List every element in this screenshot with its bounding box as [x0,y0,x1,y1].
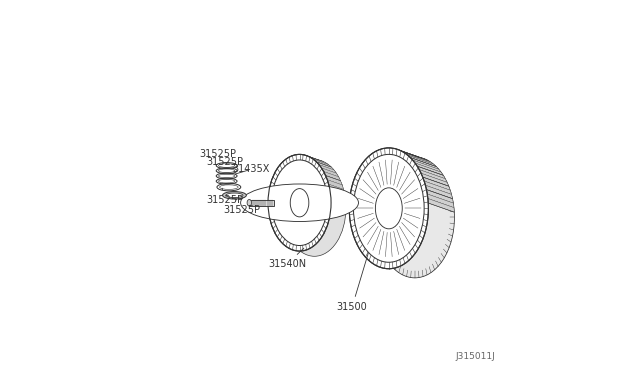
Text: J315011J: J315011J [455,352,495,361]
Polygon shape [316,162,334,170]
Ellipse shape [375,157,454,278]
Polygon shape [298,154,316,160]
Polygon shape [350,194,376,208]
Polygon shape [381,148,410,158]
Text: 31525P: 31525P [207,157,244,170]
Text: 31525P: 31525P [199,150,236,165]
Ellipse shape [226,193,243,198]
Polygon shape [305,155,323,161]
Polygon shape [424,181,451,195]
Polygon shape [289,156,307,163]
Polygon shape [292,155,310,161]
Polygon shape [394,148,422,158]
Polygon shape [428,199,454,212]
Polygon shape [350,190,377,203]
Polygon shape [372,151,401,162]
Ellipse shape [290,189,309,217]
Polygon shape [413,160,441,172]
Polygon shape [376,150,404,161]
Polygon shape [390,148,419,157]
Polygon shape [271,180,287,189]
Polygon shape [428,194,454,208]
Polygon shape [417,166,445,179]
Ellipse shape [349,148,428,269]
Text: 31500: 31500 [337,253,368,312]
Polygon shape [326,176,342,185]
Polygon shape [280,162,298,170]
Ellipse shape [268,154,331,251]
Polygon shape [402,151,431,162]
Polygon shape [275,168,292,177]
Polygon shape [426,185,452,199]
Polygon shape [396,149,425,159]
Polygon shape [353,177,381,190]
Polygon shape [301,154,319,160]
Ellipse shape [353,154,424,262]
Polygon shape [324,171,340,181]
Polygon shape [355,173,383,186]
Polygon shape [356,170,385,182]
Polygon shape [319,165,336,173]
Polygon shape [367,155,396,167]
Ellipse shape [283,160,346,256]
Polygon shape [283,160,300,167]
Polygon shape [419,170,447,182]
Text: 31525P: 31525P [223,198,260,215]
Polygon shape [285,157,303,165]
Polygon shape [310,157,328,165]
Polygon shape [426,190,453,203]
Polygon shape [295,154,313,160]
Polygon shape [363,160,391,172]
Ellipse shape [223,192,246,199]
Polygon shape [378,149,408,159]
Text: 31525P: 31525P [207,188,244,205]
Polygon shape [365,157,394,169]
Polygon shape [272,176,289,185]
Polygon shape [330,194,346,204]
Polygon shape [405,153,434,164]
Polygon shape [273,171,291,181]
Polygon shape [360,163,388,175]
Polygon shape [327,180,344,189]
Polygon shape [269,189,284,199]
Polygon shape [410,157,438,169]
Polygon shape [358,166,387,179]
Polygon shape [250,200,273,206]
Polygon shape [349,199,376,212]
Polygon shape [321,168,339,177]
Ellipse shape [271,160,328,246]
Text: 31540N: 31540N [268,248,306,269]
Polygon shape [408,155,436,167]
Polygon shape [351,185,378,199]
Polygon shape [352,181,380,195]
Ellipse shape [241,184,358,221]
Polygon shape [329,184,344,194]
Ellipse shape [376,188,403,229]
Polygon shape [370,153,399,164]
Ellipse shape [247,199,252,206]
Polygon shape [278,165,295,173]
Polygon shape [307,156,326,163]
Polygon shape [330,189,346,199]
Polygon shape [384,148,413,157]
Polygon shape [269,184,285,194]
Polygon shape [421,173,449,186]
Polygon shape [268,194,284,204]
Polygon shape [422,177,450,190]
Polygon shape [314,160,332,167]
Text: 31435X: 31435X [232,164,270,174]
Polygon shape [387,148,417,157]
Polygon shape [399,150,428,161]
Polygon shape [415,163,444,175]
